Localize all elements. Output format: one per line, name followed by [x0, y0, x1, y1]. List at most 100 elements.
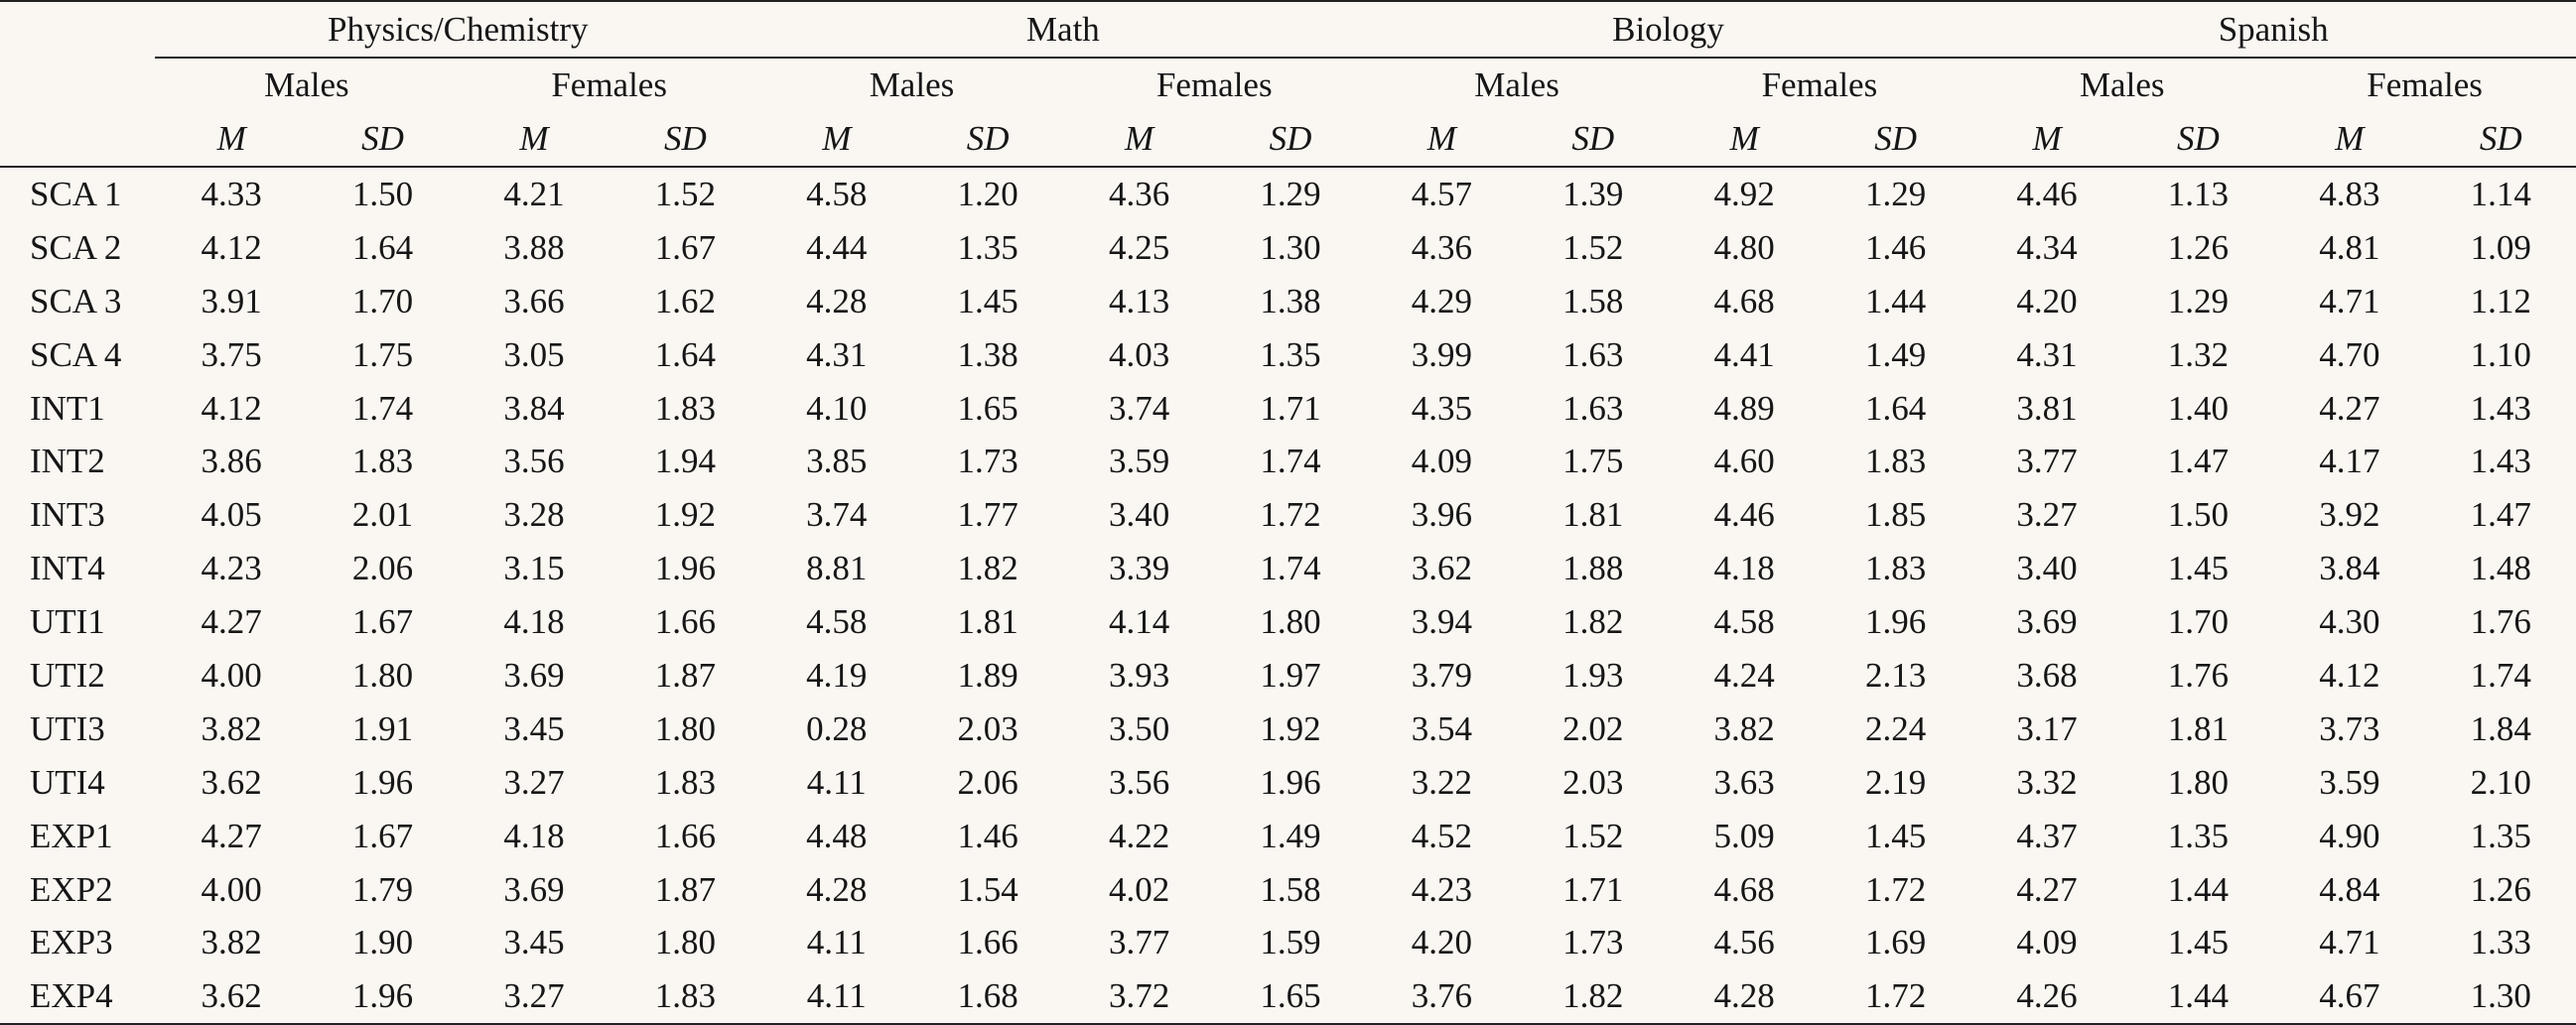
mean-cell: 4.30 [2319, 602, 2380, 642]
mean-cell: 3.59 [2319, 762, 2380, 802]
mean-cell: 3.27 [458, 969, 610, 1025]
subject-header-spanish: Spanish [1970, 1, 2576, 59]
row-label: SCA 2 [30, 227, 122, 267]
stat-header-mean: M [2273, 112, 2426, 168]
row-label: EXP3 [30, 923, 113, 962]
table-row: SCA 1 4.33 1.50 4.21 1.52 4.58 1.20 4.36 1.29 4.5… [0, 167, 2576, 221]
sd-cell: 1.80 [654, 923, 716, 962]
mean-cell: 3.69 [503, 869, 565, 909]
mean-cell: 3.88 [503, 227, 565, 267]
mean-cell: 4.83 [2319, 174, 2380, 213]
row-label: UTI1 [30, 602, 105, 642]
row-label: EXP1 [30, 816, 113, 855]
sd-cell: 1.63 [1562, 388, 1624, 428]
sd-cell: 1.43 [2470, 388, 2531, 428]
subject-header-physics-chemistry: Physics/Chemistry [155, 1, 761, 59]
mean-cell: 4.26 [1970, 969, 2123, 1025]
mean-cell: 3.82 [201, 708, 262, 748]
sd-cell: 1.50 [351, 174, 414, 213]
sd-cell: 1.29 [2167, 281, 2230, 320]
sd-cell: 1.96 [351, 762, 414, 802]
mean-cell: 3.82 [1713, 708, 1775, 748]
mean-cell: 4.36 [1108, 174, 1170, 213]
stat-header-sd: SD [1518, 112, 1669, 168]
mean-cell: 4.29 [1411, 281, 1472, 320]
mean-cell: 3.54 [1411, 708, 1472, 748]
stat-header-mean: M [1668, 112, 1821, 168]
mean-cell: 3.73 [2319, 708, 2380, 748]
sd-cell: 1.45 [1864, 816, 1927, 855]
sd-cell: 2.13 [1864, 655, 1927, 695]
sd-cell: 1.83 [1864, 442, 1927, 481]
mean-cell: 3.79 [1411, 655, 1472, 695]
mean-cell: 4.12 [201, 227, 262, 267]
mean-cell: 4.58 [806, 174, 868, 213]
sd-cell: 1.49 [1864, 334, 1927, 374]
sd-cell: 1.75 [1562, 442, 1624, 481]
sd-cell: 1.44 [2122, 969, 2274, 1025]
mean-cell: 4.27 [201, 602, 262, 642]
mean-cell: 4.22 [1108, 816, 1170, 855]
mean-cell: 8.81 [806, 549, 868, 588]
mean-cell: 3.59 [1108, 442, 1170, 481]
table-row: EXP2 4.00 1.79 3.69 1.87 4.28 1.54 4.02 1.58 4.23… [0, 863, 2576, 917]
stat-header-sd: SD [1215, 112, 1366, 168]
mean-cell: 4.68 [1713, 281, 1775, 320]
mean-cell: 3.56 [503, 442, 565, 481]
stat-header-mean: M [458, 112, 610, 168]
sd-cell: 2.06 [957, 762, 1018, 802]
table-row: EXP4 3.62 1.96 3.27 1.83 4.11 1.68 3.72 1.65 3.76… [0, 969, 2576, 1025]
stat-header-mean: M [155, 112, 308, 168]
mean-cell: 3.63 [1713, 762, 1775, 802]
sd-cell: 1.93 [1562, 655, 1624, 695]
table-row: SCA 2 4.12 1.64 3.88 1.67 4.44 1.35 4.25 1.30 4.3… [0, 221, 2576, 275]
sd-cell: 1.48 [2470, 549, 2531, 588]
table-row: SCA 4 3.75 1.75 3.05 1.64 4.31 1.38 4.03 1.35 3.9… [0, 328, 2576, 382]
sd-cell: 1.73 [1562, 923, 1624, 962]
sd-cell: 1.70 [351, 281, 414, 320]
mean-cell: 4.31 [2016, 334, 2078, 374]
sd-cell: 1.76 [2167, 655, 2230, 695]
mean-cell: 3.40 [2016, 549, 2078, 588]
sd-cell: 2.02 [1562, 708, 1624, 748]
mean-cell: 4.00 [201, 655, 262, 695]
row-label: INT2 [30, 442, 105, 481]
mean-cell: 4.19 [806, 655, 868, 695]
mean-cell: 3.45 [503, 708, 565, 748]
sex-header-row: Males Females Males Females Males Female… [0, 58, 2576, 112]
sd-cell: 1.52 [654, 174, 716, 213]
sd-cell: 1.26 [2470, 869, 2531, 909]
sd-cell: 1.72 [1820, 969, 1971, 1025]
subject-header-row: Physics/Chemistry Math Biology Spanish [0, 1, 2576, 59]
sd-cell: 1.54 [957, 869, 1018, 909]
mean-cell: 3.62 [1411, 549, 1472, 588]
mean-cell: 4.57 [1411, 174, 1472, 213]
table-row: EXP1 4.27 1.67 4.18 1.66 4.48 1.46 4.22 1.49 4.52… [0, 810, 2576, 863]
sd-cell: 1.64 [1864, 388, 1927, 428]
mean-cell: 3.39 [1108, 549, 1170, 588]
mean-cell: 4.33 [201, 174, 262, 213]
stat-header-blank [0, 112, 156, 168]
table-row: SCA 3 3.91 1.70 3.66 1.62 4.28 1.45 4.13 1.38 4.2… [0, 275, 2576, 328]
sd-cell: 2.10 [2470, 762, 2531, 802]
sd-cell: 1.29 [1864, 174, 1927, 213]
table-header: Physics/Chemistry Math Biology Spanish M… [0, 1, 2576, 168]
mean-cell: 4.17 [2319, 442, 2380, 481]
mean-cell: 4.11 [806, 762, 867, 802]
sex-header-males: Males [869, 65, 955, 104]
table-row: EXP3 3.82 1.90 3.45 1.80 4.11 1.66 3.77 1.59 4.20… [0, 916, 2576, 969]
mean-cell: 4.23 [201, 549, 262, 588]
row-label: INT3 [30, 495, 105, 535]
row-label: SCA 4 [30, 334, 122, 374]
table-row: UTI4 3.62 1.96 3.27 1.83 4.11 2.06 3.56 1.96 3.22… [0, 756, 2576, 810]
sd-cell: 1.89 [957, 655, 1018, 695]
table-row: INT1 4.12 1.74 3.84 1.83 4.10 1.65 3.74 1.71 4.35… [0, 382, 2576, 436]
mean-cell: 3.81 [2016, 388, 2078, 428]
sd-cell: 1.83 [351, 442, 414, 481]
sd-cell: 1.82 [957, 549, 1018, 588]
sex-header-males: Males [2079, 65, 2165, 104]
sd-cell: 1.83 [654, 388, 716, 428]
sd-cell: 2.19 [1864, 762, 1927, 802]
mean-cell: 4.89 [1713, 388, 1775, 428]
